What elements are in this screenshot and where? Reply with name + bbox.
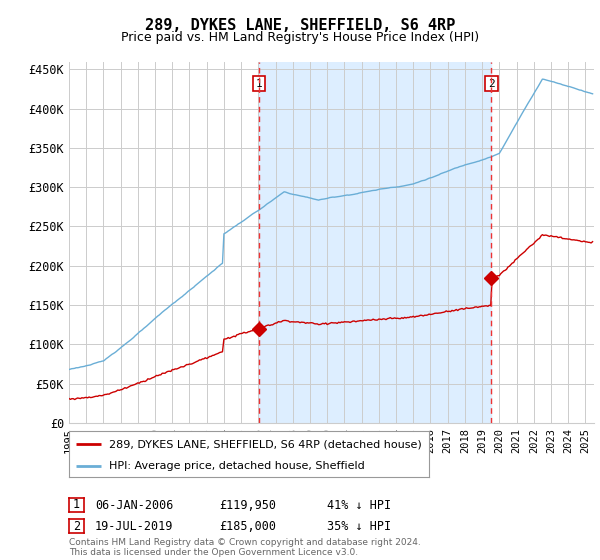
Text: 2: 2 — [488, 78, 495, 88]
Text: 2: 2 — [73, 520, 80, 533]
Bar — [259, 62, 491, 423]
Text: £119,950: £119,950 — [219, 498, 276, 512]
Text: 35% ↓ HPI: 35% ↓ HPI — [327, 520, 391, 533]
Text: Price paid vs. HM Land Registry's House Price Index (HPI): Price paid vs. HM Land Registry's House … — [121, 31, 479, 44]
Text: 1: 1 — [256, 78, 262, 88]
Text: 289, DYKES LANE, SHEFFIELD, S6 4RP (detached house): 289, DYKES LANE, SHEFFIELD, S6 4RP (deta… — [109, 439, 421, 449]
Text: HPI: Average price, detached house, Sheffield: HPI: Average price, detached house, Shef… — [109, 461, 364, 470]
Text: Contains HM Land Registry data © Crown copyright and database right 2024.
This d: Contains HM Land Registry data © Crown c… — [69, 538, 421, 557]
Text: 06-JAN-2006: 06-JAN-2006 — [95, 498, 173, 512]
Text: 41% ↓ HPI: 41% ↓ HPI — [327, 498, 391, 512]
Text: 19-JUL-2019: 19-JUL-2019 — [95, 520, 173, 533]
Text: £185,000: £185,000 — [219, 520, 276, 533]
Text: 1: 1 — [73, 498, 80, 511]
Text: 289, DYKES LANE, SHEFFIELD, S6 4RP: 289, DYKES LANE, SHEFFIELD, S6 4RP — [145, 18, 455, 33]
